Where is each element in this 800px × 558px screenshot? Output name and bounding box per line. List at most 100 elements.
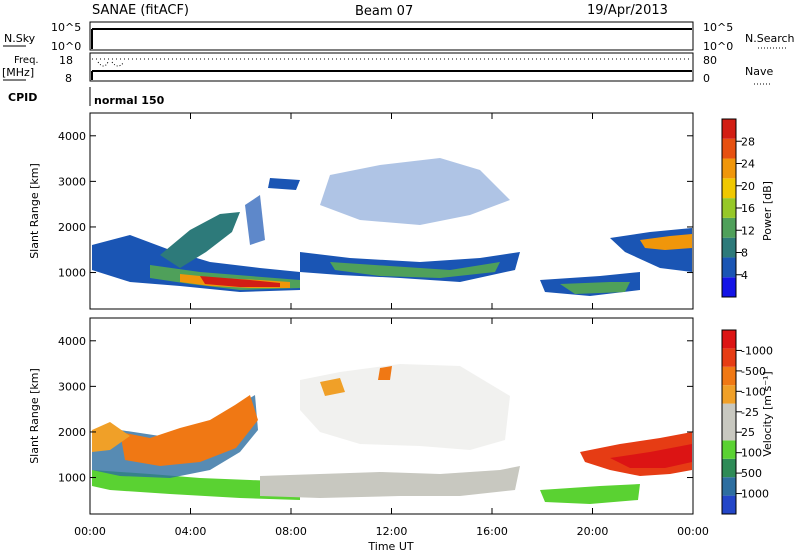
echo-region — [610, 444, 692, 468]
colorbar-frame — [721, 329, 737, 515]
echo-region — [260, 466, 520, 498]
cpid-mode: normal 150 — [94, 94, 165, 107]
colorbar-tick-label: 20 — [741, 180, 755, 193]
echo-region — [120, 395, 258, 466]
colorbar-segment — [722, 385, 736, 404]
x-tick-label: 00:00 — [677, 525, 709, 538]
colorbar-segment — [722, 237, 736, 258]
echo-region — [92, 470, 300, 500]
echo-region — [268, 178, 300, 190]
colorbar-tick-label: 500 — [741, 467, 762, 480]
echo-region — [300, 364, 510, 450]
velocity-colorbar: 1000 500 100 25 -25 -100 -500 -1000 — [721, 329, 773, 515]
y-tick-label: 1000 — [58, 472, 86, 485]
echo-region — [560, 282, 630, 294]
date-title: 19/Apr/2013 — [587, 3, 668, 18]
colorbar-segment — [722, 422, 736, 441]
time-axis: 00:00 04:00 08:00 12:00 16:00 20:00 00:00 — [74, 113, 709, 538]
colorbar-segment — [722, 440, 736, 459]
echo-region — [540, 484, 640, 504]
colorbar-segment — [722, 348, 736, 367]
echo-region — [378, 366, 392, 380]
y-tick-label: 3000 — [58, 175, 86, 188]
echo-region — [640, 234, 692, 250]
colorbar-segment — [722, 217, 736, 238]
echo-region — [92, 422, 130, 452]
colorbar-segment — [722, 477, 736, 496]
nave-tick-bottom: 0 — [703, 72, 710, 85]
colorbar-tick-label: -100 — [741, 385, 766, 398]
power-panel: 1000 2000 3000 4000 Slant Range [km] — [28, 112, 694, 310]
x-tick-label: 20:00 — [577, 525, 609, 538]
echo-region — [245, 195, 265, 245]
colorbar-segment — [722, 330, 736, 349]
freq-label: Freq. — [14, 55, 39, 66]
freq-strip-frame — [89, 52, 694, 82]
colorbar-tick-label: 16 — [741, 202, 755, 215]
nsearch-label: N.Search — [745, 32, 795, 45]
y-tick-label: 4000 — [58, 335, 86, 348]
y-tick-label: 1000 — [58, 267, 86, 280]
colorbar-segment — [722, 458, 736, 478]
power-colorbar-label: Power [dB] — [761, 181, 774, 241]
velocity-y-axis: 1000 2000 3000 4000 — [58, 335, 693, 485]
colorbar-segment — [722, 366, 736, 386]
x-tick-label: 00:00 — [74, 525, 106, 538]
y-tick-label: 4000 — [58, 130, 86, 143]
x-tick-label: 04:00 — [175, 525, 207, 538]
y-tick-label: 2000 — [58, 221, 86, 234]
colorbar-tick-label: -25 — [741, 406, 759, 419]
cpid-label: CPID — [8, 91, 37, 104]
y-tick-label: 3000 — [58, 380, 86, 393]
echo-region — [160, 212, 240, 268]
nsearch-tick-top: 10^5 — [703, 21, 733, 34]
freq-unit: [MHz] — [2, 66, 34, 79]
power-echo-region — [92, 158, 692, 296]
colorbar-segment — [722, 119, 736, 139]
velocity-echo-region — [92, 364, 692, 504]
velocity-panel: 1000 2000 3000 4000 Slant Range [km] — [28, 317, 694, 515]
echo-region — [320, 158, 510, 225]
y-tick-label: 2000 — [58, 426, 86, 439]
colorbar-segment — [722, 277, 736, 297]
colorbar-segment — [722, 158, 736, 179]
nave-dips — [97, 61, 125, 67]
colorbar-segment — [722, 495, 736, 514]
nsky-tick-top: 10^5 — [51, 21, 81, 34]
colorbar-tick-label: 24 — [741, 158, 755, 171]
echo-region — [320, 378, 345, 396]
freq-tick-top: 18 — [59, 54, 73, 67]
power-y-axis: 1000 2000 3000 4000 — [58, 130, 693, 280]
nave-tick-top: 80 — [703, 54, 717, 67]
time-axis-label: Time UT — [367, 540, 413, 553]
nsky-tick-bottom: 10^0 — [51, 40, 81, 53]
x-tick-label: 08:00 — [275, 525, 307, 538]
power-ylabel: Slant Range [km] — [28, 163, 41, 259]
colorbar-tick-label: -500 — [741, 365, 766, 378]
beam-title: Beam 07 — [355, 4, 413, 19]
x-tick-label: 16:00 — [476, 525, 508, 538]
velocity-ylabel: Slant Range [km] — [28, 368, 41, 464]
colorbar-tick-label: -1000 — [741, 344, 773, 357]
echo-region — [330, 262, 500, 278]
nsearch-tick-bottom: 10^0 — [703, 40, 733, 53]
site-title: SANAE (fitACF) — [92, 3, 189, 18]
nsky-label: N.Sky — [4, 32, 36, 45]
colorbar-tick-label: 1000 — [741, 488, 769, 501]
colorbar-tick-label: 25 — [741, 426, 755, 439]
colorbar-segment — [722, 198, 736, 218]
colorbar-tick-label: 8 — [741, 247, 748, 260]
colorbar-segment — [722, 403, 736, 422]
colorbar-tick-label: 4 — [741, 269, 748, 282]
colorbar-segment — [722, 178, 736, 199]
x-tick-label: 12:00 — [376, 525, 408, 538]
colorbar-tick-label: 12 — [741, 224, 755, 237]
freq-tick-bottom: 8 — [65, 72, 72, 85]
nsky-strip-frame — [89, 21, 694, 51]
echo-region — [200, 276, 280, 287]
nave-label: Nave — [745, 65, 773, 78]
colorbar-tick-label: 28 — [741, 135, 755, 148]
colorbar-segment — [722, 138, 736, 159]
